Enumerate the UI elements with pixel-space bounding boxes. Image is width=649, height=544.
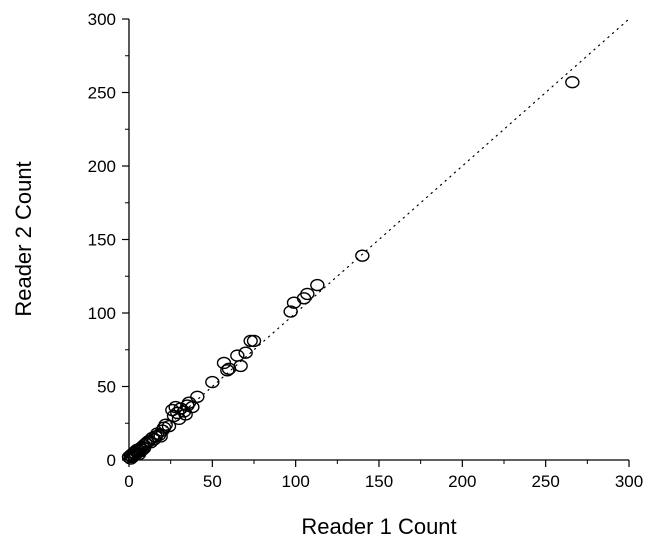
y-tick-label: 0	[107, 451, 116, 470]
data-point	[161, 419, 177, 433]
reference-line-layer	[128, 18, 630, 461]
data-point	[310, 278, 325, 292]
y-tick-label: 200	[88, 157, 116, 176]
x-tick-label: 50	[203, 472, 222, 491]
y-tick-label: 250	[88, 84, 116, 103]
tick-layer: 00 50 50 100 100 150 150 200 200 250 250 300 300	[88, 10, 644, 491]
y-tick-label: 150	[88, 231, 116, 250]
data-point	[300, 287, 315, 301]
identity-reference-line	[128, 18, 630, 461]
data-point	[153, 430, 168, 443]
y-tick-label: 50	[97, 378, 116, 397]
data-point	[243, 334, 258, 348]
data-point	[230, 349, 245, 362]
data-point	[233, 359, 248, 373]
data-point	[246, 334, 262, 348]
data-point	[185, 400, 200, 414]
data-point	[205, 375, 220, 389]
x-tick-label: 100	[281, 472, 309, 491]
y-tick-label: 300	[88, 10, 116, 29]
data-point	[220, 364, 235, 377]
x-tick-label: 300	[615, 472, 643, 491]
y-axis-title: Reader 2 Count	[11, 161, 36, 316]
data-point	[190, 390, 205, 403]
data-points	[121, 76, 580, 465]
x-tick-label: 250	[531, 472, 559, 491]
data-point	[565, 76, 580, 89]
x-tick-label: 0	[124, 472, 133, 491]
data-point	[136, 439, 152, 452]
data-point	[238, 346, 253, 359]
x-tick-label: 150	[365, 472, 393, 491]
x-axis-title: Reader 1 Count	[301, 514, 456, 539]
x-tick-label: 200	[448, 472, 476, 491]
y-tick-label: 100	[88, 304, 116, 323]
data-point	[283, 305, 298, 318]
data-point	[355, 249, 370, 262]
